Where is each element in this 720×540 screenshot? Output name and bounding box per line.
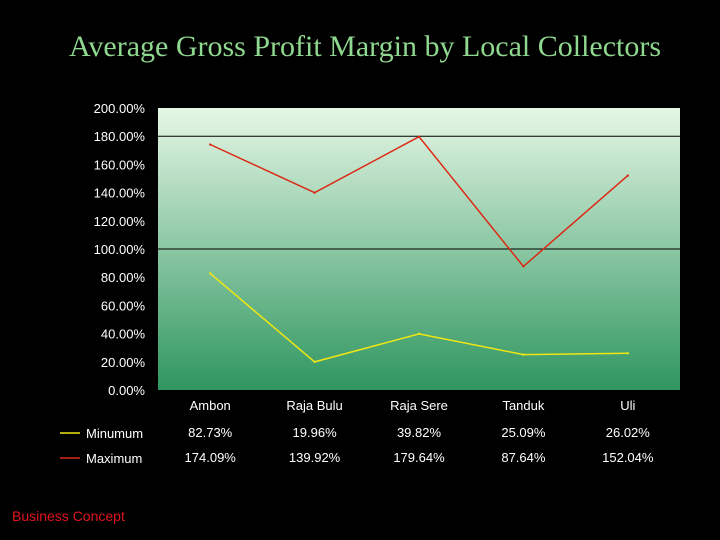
- y-tick-label: 200.00%: [94, 101, 146, 116]
- legend-label-minumum: Minumum: [86, 426, 143, 441]
- x-tick-label: Tanduk: [502, 398, 544, 413]
- data-point-maximum: [417, 135, 421, 138]
- data-label-maximum: 174.09%: [185, 450, 237, 465]
- y-tick-label: 60.00%: [101, 298, 146, 313]
- data-point-maximum: [209, 143, 212, 146]
- data-label-minumum: 82.73%: [188, 425, 233, 440]
- data-label-maximum: 152.04%: [602, 450, 654, 465]
- legend-label-maximum: Maximum: [86, 451, 142, 466]
- data-label-maximum: 179.64%: [393, 450, 445, 465]
- y-tick-label: 100.00%: [94, 242, 146, 257]
- y-tick-label: 0.00%: [108, 383, 145, 398]
- data-point-minumum: [522, 353, 525, 356]
- x-tick-label: Ambon: [190, 398, 231, 413]
- x-tick-label: Uli: [620, 398, 635, 413]
- y-tick-label: 180.00%: [94, 129, 146, 144]
- y-tick-label: 140.00%: [94, 186, 146, 201]
- data-point-maximum: [626, 174, 629, 177]
- data-point-minumum: [417, 332, 421, 336]
- data-label-minumum: 19.96%: [293, 425, 338, 440]
- footer-label: Business Concept: [12, 508, 125, 524]
- data-point-minumum: [313, 360, 316, 364]
- data-point-maximum: [313, 191, 316, 194]
- data-label-minumum: 39.82%: [397, 425, 442, 440]
- data-point-maximum: [522, 265, 525, 268]
- data-label-maximum: 139.92%: [289, 450, 341, 465]
- data-point-minumum: [209, 272, 212, 275]
- y-tick-label: 80.00%: [101, 270, 146, 285]
- y-tick-label: 20.00%: [101, 355, 146, 370]
- x-tick-label: Raja Bulu: [286, 398, 342, 413]
- y-tick-label: 160.00%: [94, 157, 146, 172]
- x-tick-label: Raja Sere: [390, 398, 448, 413]
- data-label-minumum: 26.02%: [606, 425, 651, 440]
- data-label-minumum: 25.09%: [501, 425, 546, 440]
- y-tick-label: 120.00%: [94, 214, 146, 229]
- chart-title: Average Gross Profit Margin by Local Col…: [68, 30, 662, 63]
- data-point-minumum: [626, 352, 629, 355]
- y-tick-label: 40.00%: [101, 327, 146, 342]
- data-label-maximum: 87.64%: [501, 450, 546, 465]
